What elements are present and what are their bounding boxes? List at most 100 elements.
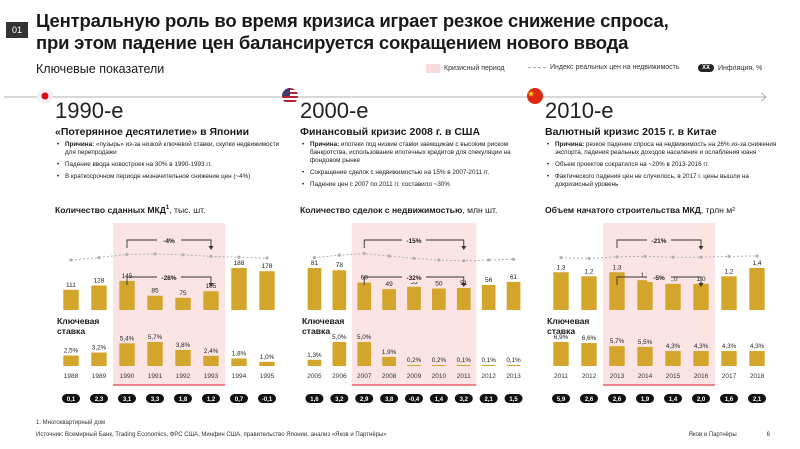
era-bullets: Причина: «пузырь» из-за низкой ключевой … xyxy=(55,141,287,185)
price-index-point xyxy=(727,254,731,258)
bar xyxy=(119,280,135,310)
bullet-cause: Причина: «пузырь» из-за низкой ключевой … xyxy=(55,141,287,157)
key-rate-bar xyxy=(693,351,709,366)
price-index-point xyxy=(209,254,213,258)
inflation-pill xyxy=(748,394,766,403)
key-rate-value-label: 4,3% xyxy=(694,343,709,350)
inflation-value: -0,1 xyxy=(262,397,273,403)
key-rate-value-label: 1,9% xyxy=(382,349,397,356)
bar xyxy=(609,272,625,310)
inflation-pill xyxy=(429,394,448,403)
key-rate-bar xyxy=(307,359,322,366)
bar-value-label: 50 xyxy=(435,281,443,288)
price-index-line xyxy=(560,255,758,259)
bar-value-label: 188 xyxy=(234,260,245,267)
inflation-pill xyxy=(305,394,324,403)
legend-inflation: XX Инфляция, % xyxy=(698,64,762,72)
price-index-swatch xyxy=(528,67,546,68)
inflation-value: 1,4 xyxy=(669,397,678,403)
inflation-value: 2,9 xyxy=(360,397,369,403)
bar-value-label: 75 xyxy=(179,290,187,297)
era-heading: «Потерянное десятилетие» в Японии xyxy=(55,126,250,138)
key-rate-value-label: 6,6% xyxy=(582,335,597,342)
key-rate-bar xyxy=(721,351,737,366)
bar xyxy=(637,280,653,310)
inflation-value: 3,3 xyxy=(151,397,160,403)
key-rate-value-label: 5,7% xyxy=(148,334,163,341)
metric-unit: , тыс. шт. xyxy=(169,205,206,215)
key-rate-label-2: ставка xyxy=(547,326,576,336)
legend-crisis: Кризисный период xyxy=(426,64,505,73)
annotation-label: -5% xyxy=(653,275,665,282)
key-rate-value-label: 5,0% xyxy=(332,334,347,341)
bullet-2: Сокращение сделок с недвижимостью на 15%… xyxy=(300,169,532,177)
price-index-point xyxy=(337,253,341,257)
price-index-point xyxy=(237,255,241,259)
annotation-arrow-icon xyxy=(208,246,214,250)
bar xyxy=(432,288,446,310)
key-rate-bar xyxy=(456,365,471,366)
bar-value-label: 85 xyxy=(151,288,159,295)
inflation-pill xyxy=(720,394,738,403)
key-rate-bar xyxy=(581,343,597,366)
bar-value-label: 1,3 xyxy=(556,264,565,271)
bullet-3: Падение цен с 2007 по 2011 гг. составило… xyxy=(300,181,532,189)
annotation-arrow-icon xyxy=(208,283,214,287)
key-rate-bar xyxy=(609,346,625,366)
key-rate-label: Ключевая ставка xyxy=(57,316,99,336)
category-tick-label: 2012 xyxy=(481,373,496,380)
key-rate-label-1: Ключевая xyxy=(547,316,590,326)
category-tick-label: 1995 xyxy=(260,373,275,380)
bar-value-label: 53 xyxy=(410,279,418,286)
price-index-point xyxy=(387,254,391,258)
metric-name: Количество сделок с недвижимостью xyxy=(300,205,463,215)
price-index-point xyxy=(69,258,73,262)
inflation-value: 3,2 xyxy=(335,397,344,403)
bullet-cause: Причина: резкое падение спроса на недвиж… xyxy=(545,141,777,157)
key-rate-value-label: 0,1% xyxy=(506,357,521,364)
bar-value-label: 145 xyxy=(122,273,133,280)
key-rate-value-label: 4,3% xyxy=(666,343,681,350)
bullet-text: Фактического падения цен не случилось, в… xyxy=(555,173,749,188)
inflation-pill xyxy=(664,394,682,403)
key-rate-bar xyxy=(231,358,247,366)
key-rate-value-label: 5,0% xyxy=(357,334,372,341)
key-rate-bar xyxy=(332,342,347,366)
key-rate-label: Ключевая ставка xyxy=(302,316,344,336)
key-rate-bar xyxy=(203,355,219,366)
bullet-text: Объем проектов сократился на ~20% в 2013… xyxy=(555,161,709,168)
source-note: Источник: Всемирный Банк, Trading Econom… xyxy=(36,432,387,438)
price-index-point xyxy=(181,253,185,257)
price-index-point xyxy=(312,256,317,260)
category-tick-label: 1991 xyxy=(148,373,163,380)
category-tick-label: 2010 xyxy=(432,373,447,380)
category-tick-label: 1988 xyxy=(64,373,79,380)
bar-value-label: 61 xyxy=(510,274,518,281)
key-rate-value-label: 5,7% xyxy=(610,338,625,345)
bar-value-label: 111 xyxy=(66,282,76,289)
price-index-point xyxy=(587,256,591,260)
metric-name: Количество сданных МКД xyxy=(55,205,166,215)
inflation-pill xyxy=(380,394,399,403)
bar-value-label: 1,3 xyxy=(612,264,621,271)
bar xyxy=(665,283,681,310)
inflation-value: 1,6 xyxy=(725,397,734,403)
chart-china: 1,31,21,31,11,0 1,01,21,4-21%-5%6,9% 6,6% 5… xyxy=(552,223,766,403)
era-heading: Финансовый кризис 2008 г. в США xyxy=(300,126,481,138)
bullet-text: резкое падение спроса на недвижимость на… xyxy=(555,141,777,156)
bar-value-label: 49 xyxy=(385,281,393,288)
key-rate-bar xyxy=(147,342,163,366)
metric-footnote-ref: 1 xyxy=(165,205,170,212)
key-rate-value-label: 3,2% xyxy=(92,345,107,352)
bullet-text: ипотеки под низкие ставки заемщикам с вы… xyxy=(310,141,511,164)
inflation-pill xyxy=(174,394,192,403)
category-tick-label: 2012 xyxy=(582,373,597,380)
bar xyxy=(407,286,421,310)
era-bullets: Причина: ипотеки под низкие ставки заемщ… xyxy=(300,141,532,193)
category-tick-label: 2014 xyxy=(638,373,653,380)
price-index-point xyxy=(125,252,129,256)
bar xyxy=(382,289,396,310)
era-heading: Валютный кризис 2015 г. в Китае xyxy=(545,126,717,138)
key-rate-bar xyxy=(432,365,446,366)
inflation-value: 3,2 xyxy=(460,397,469,403)
